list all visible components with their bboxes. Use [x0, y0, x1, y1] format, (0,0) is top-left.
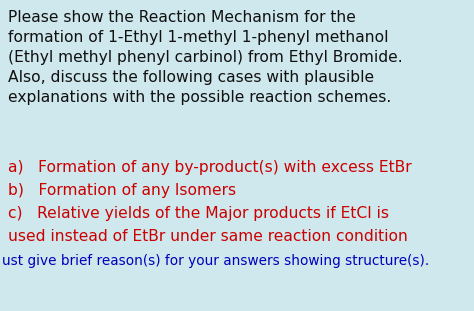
Text: formation of 1-Ethyl 1-methyl 1-phenyl methanol: formation of 1-Ethyl 1-methyl 1-phenyl m… — [8, 30, 389, 45]
Text: ust give brief reason(s) for your answers showing structure(s).: ust give brief reason(s) for your answer… — [2, 254, 429, 268]
Text: used instead of EtBr under same reaction condition: used instead of EtBr under same reaction… — [8, 229, 408, 244]
Text: (Ethyl methyl phenyl carbinol) from Ethyl Bromide.: (Ethyl methyl phenyl carbinol) from Ethy… — [8, 50, 402, 65]
Text: explanations with the possible reaction schemes.: explanations with the possible reaction … — [8, 90, 391, 105]
Text: Please show the Reaction Mechanism for the: Please show the Reaction Mechanism for t… — [8, 10, 356, 25]
Text: c)   Relative yields of the Major products if EtCl is: c) Relative yields of the Major products… — [8, 206, 389, 221]
Text: Also, discuss the following cases with plausible: Also, discuss the following cases with p… — [8, 70, 374, 85]
Text: b)   Formation of any Isomers: b) Formation of any Isomers — [8, 183, 236, 198]
Text: a)   Formation of any by-product(s) with excess EtBr: a) Formation of any by-product(s) with e… — [8, 160, 411, 175]
